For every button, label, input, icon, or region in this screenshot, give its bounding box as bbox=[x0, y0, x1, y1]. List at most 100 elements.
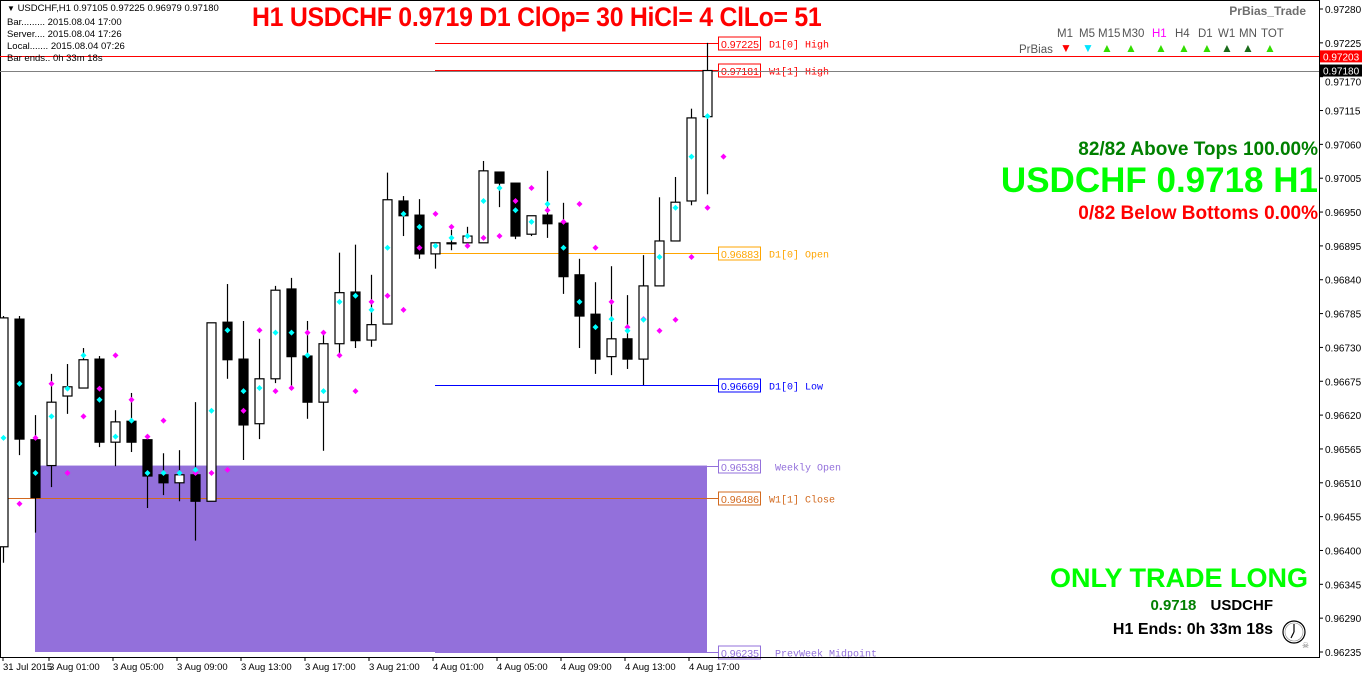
bear-candle bbox=[142, 439, 153, 477]
price-tick-label: 0.96785 bbox=[1325, 310, 1362, 321]
bear-candle bbox=[286, 288, 297, 358]
price-tick-label: 0.96565 bbox=[1325, 445, 1362, 456]
magenta-marker bbox=[416, 244, 423, 251]
magenta-marker bbox=[96, 385, 103, 392]
bias-arrow-up-icon: ▲ bbox=[1125, 41, 1137, 55]
price-tag: 0.97203 bbox=[1323, 52, 1360, 63]
timeframe-h4: H4 bbox=[1175, 28, 1190, 40]
time-tick-label: 3 Aug 13:00 bbox=[241, 662, 292, 673]
cyan-marker bbox=[144, 469, 151, 476]
cyan-marker bbox=[608, 316, 615, 323]
magenta-marker bbox=[240, 407, 247, 414]
cyan-marker bbox=[560, 244, 567, 251]
above-tops-stat: 82/82 Above Tops 100.00% bbox=[1078, 139, 1318, 160]
bar-time: Bar......... 2015.08.04 17:00 bbox=[7, 17, 122, 28]
cyan-marker bbox=[96, 396, 103, 403]
timeframe-m15: M15 bbox=[1098, 28, 1121, 40]
cyan-marker bbox=[688, 153, 695, 160]
cyan-marker bbox=[336, 298, 343, 305]
magenta-marker bbox=[336, 352, 343, 359]
price-tick-label: 0.96290 bbox=[1325, 614, 1362, 625]
bull-candle bbox=[382, 199, 393, 325]
server-time: Server.... 2015.08.04 17:26 bbox=[7, 29, 122, 40]
price-tick-label: 0.97060 bbox=[1325, 140, 1362, 151]
magenta-marker bbox=[304, 329, 311, 336]
time-tick-label: 3 Aug 01:00 bbox=[49, 662, 100, 673]
bear-candle bbox=[158, 474, 169, 484]
bull-candle bbox=[654, 240, 665, 287]
time-tick-label: 3 Aug 21:00 bbox=[369, 662, 420, 673]
cyan-marker bbox=[480, 197, 487, 204]
chart-header-title: H1 USDCHF 0.9719 D1 ClOp= 30 HiCl= 4 ClL… bbox=[252, 2, 822, 32]
time-tick-label: 4 Aug 13:00 bbox=[625, 662, 676, 673]
bear-candle bbox=[542, 214, 553, 225]
timeframe-m30: M30 bbox=[1122, 28, 1145, 40]
cyan-marker bbox=[208, 407, 215, 414]
bias-arrow-up-icon: ▲ bbox=[1201, 41, 1213, 55]
local-time: Local....... 2015.08.04 07:26 bbox=[7, 41, 125, 52]
magenta-marker bbox=[576, 201, 583, 208]
cyan-marker bbox=[272, 329, 279, 336]
collapse-triangle-icon[interactable]: ▼ bbox=[7, 4, 15, 13]
bear-candle bbox=[414, 214, 425, 255]
cyan-marker bbox=[464, 233, 471, 240]
cyan-marker bbox=[160, 469, 167, 476]
magenta-marker bbox=[256, 327, 263, 334]
time-tick-label: 4 Aug 09:00 bbox=[561, 662, 612, 673]
level-price-value: 0.96235 bbox=[721, 648, 759, 660]
magenta-marker bbox=[512, 197, 519, 204]
level-price-value: 0.96883 bbox=[721, 249, 759, 261]
price-tick-label: 0.96840 bbox=[1325, 276, 1362, 287]
magenta-marker bbox=[144, 433, 151, 440]
cyan-marker bbox=[288, 329, 295, 336]
cyan-marker bbox=[576, 298, 583, 305]
magenta-marker bbox=[560, 218, 567, 225]
level-label: W1[1] Close bbox=[769, 495, 835, 507]
timeframe-w1: W1 bbox=[1218, 28, 1236, 40]
price-tick-label: 0.97280 bbox=[1325, 5, 1362, 16]
price-tick-label: 0.96730 bbox=[1325, 343, 1362, 354]
bear-candle bbox=[190, 474, 201, 502]
timeframe-tot: TOT bbox=[1261, 28, 1284, 40]
level-label: D1[0] Low bbox=[769, 382, 823, 394]
magenta-marker bbox=[208, 469, 215, 476]
cyan-marker bbox=[432, 242, 439, 249]
small-price: 0.9718 bbox=[1150, 597, 1197, 614]
bull-candle bbox=[254, 378, 265, 425]
time-tick-label: 3 Aug 05:00 bbox=[113, 662, 164, 673]
price-tag-bg bbox=[1320, 50, 1362, 63]
magenta-marker bbox=[160, 417, 167, 424]
magenta-marker bbox=[688, 253, 695, 260]
bear-candle bbox=[622, 338, 633, 360]
level-price-value: 0.96669 bbox=[721, 381, 759, 393]
magenta-marker bbox=[384, 292, 391, 299]
cyan-marker bbox=[528, 218, 535, 225]
magenta-marker bbox=[16, 500, 23, 507]
bias-arrow-up-icon: ▲ bbox=[1264, 41, 1276, 55]
price-tick-label: 0.96950 bbox=[1325, 208, 1362, 219]
bull-candle bbox=[110, 421, 121, 443]
magenta-marker bbox=[496, 233, 503, 240]
magenta-marker bbox=[400, 306, 407, 313]
bear-candle bbox=[126, 420, 137, 443]
magenta-marker bbox=[592, 244, 599, 251]
time-tick-label: 4 Aug 05:00 bbox=[497, 662, 548, 673]
time-tick-label: 4 Aug 17:00 bbox=[689, 662, 740, 673]
magenta-marker bbox=[32, 434, 39, 441]
magenta-marker bbox=[128, 396, 135, 403]
cyan-marker bbox=[672, 204, 679, 211]
cyan-marker bbox=[704, 113, 711, 120]
price-tick-label: 0.97115 bbox=[1325, 107, 1361, 118]
price-tick-label: 0.97225 bbox=[1325, 39, 1362, 50]
timeframe-d1: D1 bbox=[1198, 28, 1213, 40]
bear-candle bbox=[14, 318, 25, 440]
bias-arrow-up-icon: ▲ bbox=[1155, 41, 1167, 55]
cyan-marker bbox=[128, 417, 135, 424]
small-symbol: USDCHF bbox=[1210, 597, 1274, 614]
magenta-marker bbox=[608, 298, 615, 305]
magenta-marker bbox=[368, 298, 375, 305]
level-price-box bbox=[718, 459, 761, 474]
cyan-marker bbox=[544, 201, 551, 208]
